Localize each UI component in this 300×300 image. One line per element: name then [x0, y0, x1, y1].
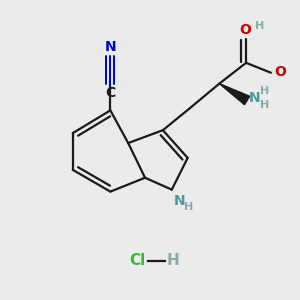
Text: H: H: [167, 254, 180, 268]
Text: Cl: Cl: [129, 254, 145, 268]
Text: H: H: [260, 85, 269, 96]
Text: N: N: [174, 194, 185, 208]
Text: H: H: [255, 21, 264, 31]
Text: C: C: [105, 85, 116, 100]
Text: O: O: [274, 65, 286, 79]
Text: N: N: [249, 92, 261, 106]
Text: H: H: [184, 202, 193, 212]
Text: H: H: [260, 100, 269, 110]
Text: N: N: [105, 40, 116, 54]
Polygon shape: [219, 84, 250, 105]
Text: O: O: [239, 23, 251, 37]
